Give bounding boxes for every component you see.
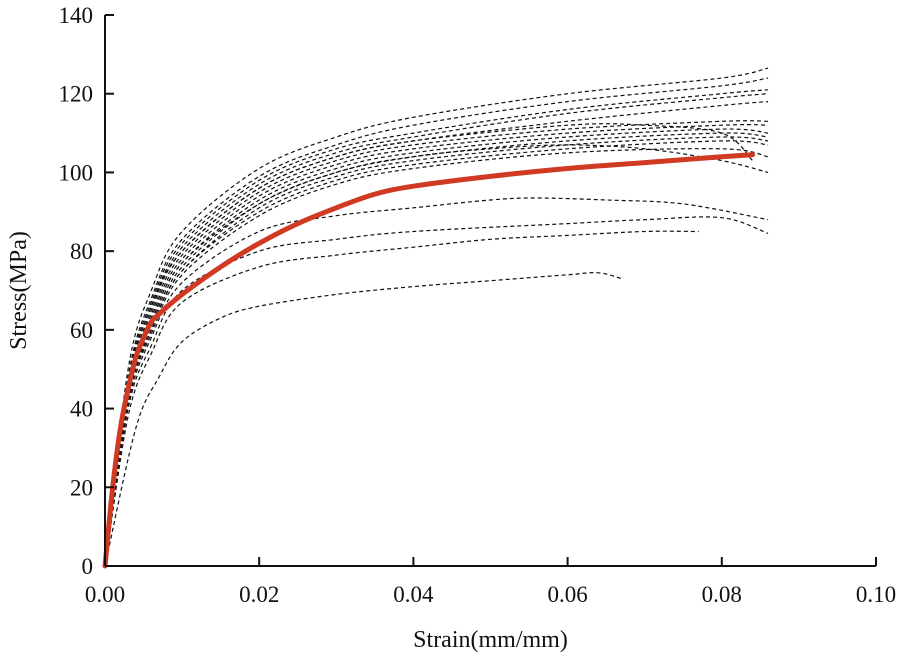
specimen-curve bbox=[104, 101, 769, 567]
specimen-curve bbox=[104, 89, 769, 567]
x-tick-label: 0.04 bbox=[393, 582, 434, 607]
y-tick-label: 120 bbox=[59, 82, 94, 107]
x-axis-label: Strain(mm/mm) bbox=[413, 627, 568, 653]
specimen-curve bbox=[104, 128, 769, 567]
specimen-curve bbox=[104, 124, 769, 567]
y-tick-label: 140 bbox=[59, 3, 94, 28]
specimen-curve bbox=[104, 216, 769, 567]
x-tick-label: 0.06 bbox=[547, 582, 587, 607]
curve-layer bbox=[102, 67, 769, 569]
specimen-curve bbox=[104, 123, 754, 567]
y-tick-label: 40 bbox=[70, 397, 93, 422]
x-tick-label: 0.08 bbox=[702, 582, 742, 607]
specimen-curve bbox=[104, 272, 622, 567]
specimen-curve bbox=[104, 140, 769, 567]
specimen-curve bbox=[104, 197, 769, 567]
x-tick-label: 0.10 bbox=[856, 582, 896, 607]
specimen-curve bbox=[104, 148, 769, 567]
tick-layer: 0.00 0.02 0.04 0.06 0.08 0.10 0 20 40 60 80 100 120 1… bbox=[59, 3, 897, 607]
y-tick-label: 20 bbox=[70, 475, 93, 500]
y-tick-label: 80 bbox=[70, 239, 93, 264]
specimen-curve bbox=[104, 132, 769, 567]
specimen-curve bbox=[104, 93, 769, 567]
x-tick-label: 0.02 bbox=[239, 582, 279, 607]
representative-curve bbox=[102, 152, 756, 569]
y-tick-label: 0 bbox=[82, 554, 94, 579]
specimen-curve bbox=[104, 77, 769, 567]
specimen-curve bbox=[104, 144, 769, 567]
specimen-curve bbox=[104, 230, 699, 567]
axes-layer bbox=[104, 15, 876, 567]
specimen-curve bbox=[104, 67, 769, 567]
y-tick-label: 60 bbox=[70, 318, 93, 343]
y-axis-label: Stress(MPa) bbox=[6, 231, 32, 350]
specimen-curve bbox=[104, 120, 769, 567]
specimen-curve bbox=[104, 136, 769, 567]
x-tick-label: 0.00 bbox=[85, 582, 125, 607]
y-tick-label: 100 bbox=[59, 160, 94, 185]
